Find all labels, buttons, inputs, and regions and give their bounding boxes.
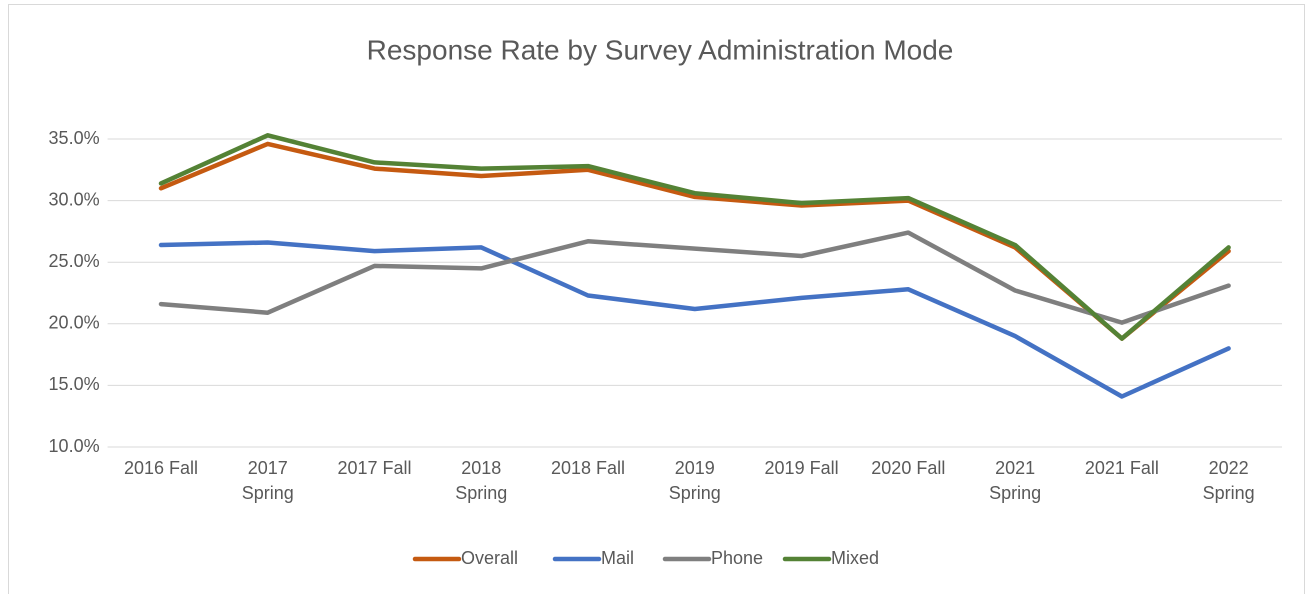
y-tick-label: 25.0% (49, 251, 100, 271)
series-line (158, 240, 1231, 399)
x-tick-label: 2018 Fall (551, 458, 625, 478)
chart-border (8, 4, 1305, 594)
x-tick-label: 2017 Fall (337, 458, 411, 478)
x-tick-label: 2021 Fall (1085, 458, 1159, 478)
y-tick-label: 20.0% (49, 313, 100, 333)
x-tick-label: 2018 Spring (455, 458, 507, 503)
legend-label: Mixed (831, 548, 879, 568)
series-line (158, 230, 1231, 325)
x-tick-label: 2021 Spring (989, 458, 1041, 503)
x-tick-label: 2020 Fall (871, 458, 945, 478)
series-line (158, 133, 1231, 341)
x-tick-label: 2017 Spring (242, 458, 294, 503)
x-tick-label: 2016 Fall (124, 458, 198, 478)
x-tick-label: 2019 Fall (765, 458, 839, 478)
legend-label: Phone (711, 548, 763, 568)
x-tick-label: 2022 Spring (1203, 458, 1255, 503)
y-tick-label: 30.0% (49, 189, 100, 209)
x-tick-label: 2019 Spring (669, 458, 721, 503)
legend-label: Overall (461, 548, 518, 568)
y-tick-label: 10.0% (49, 436, 100, 456)
y-tick-label: 35.0% (49, 128, 100, 148)
legend-label: Mail (601, 548, 634, 568)
y-tick-label: 15.0% (49, 374, 100, 394)
chart-title: Response Rate by Survey Administration M… (367, 34, 954, 65)
